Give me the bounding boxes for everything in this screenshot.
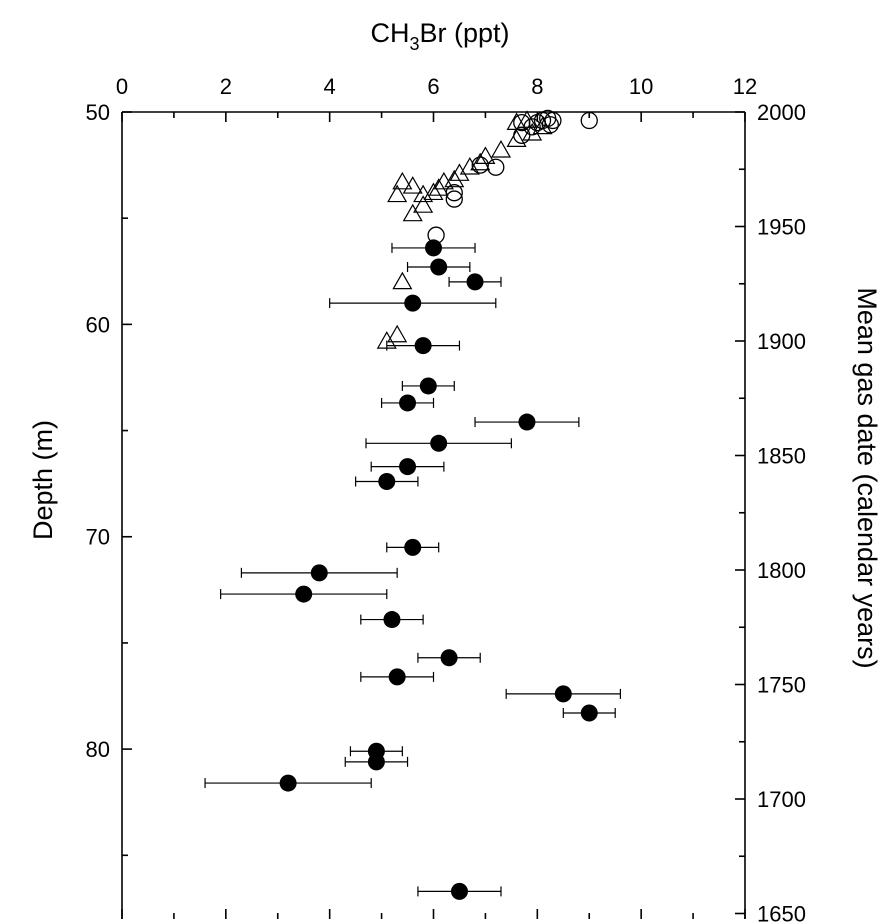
y-right-tick-label: 1950 [757, 215, 806, 240]
filled-circle-point [383, 611, 401, 629]
filled-circle-point [295, 585, 313, 603]
x-tick-label: 8 [531, 74, 543, 99]
x-tick-label: 4 [324, 74, 336, 99]
y-right-tick-label: 1650 [757, 902, 806, 923]
x-tick-label: 12 [733, 74, 757, 99]
open-triangle-point [402, 176, 423, 194]
open-triangle-point [392, 171, 413, 190]
open-circle-point [513, 113, 531, 132]
filled-circle-point [466, 273, 484, 291]
filled-circle-point [430, 258, 448, 276]
open-triangle-point [470, 152, 491, 171]
y-right-tick-label: 1800 [757, 558, 806, 583]
filled-circle-point [430, 434, 448, 452]
filled-circle-point [404, 294, 422, 312]
y-axis-left-title: Depth (m) [28, 420, 58, 540]
open-triangle-point [459, 157, 480, 175]
filled-circle-point [378, 473, 396, 491]
filled-circle-point [554, 685, 572, 703]
x-axis-title-suffix: Br (ppt) [419, 18, 509, 48]
x-tick-label: 6 [427, 74, 439, 99]
open-circle-point [487, 158, 505, 176]
open-triangle-point [428, 178, 449, 196]
open-triangle-point [423, 182, 444, 201]
x-axis-title-subscript: 3 [409, 34, 419, 54]
x-tick-label: 0 [116, 74, 128, 99]
filled-circle-point [367, 753, 385, 771]
open-circle-point [471, 156, 489, 174]
y-axis-right-title: Mean gas date (calendar years) [852, 287, 882, 668]
open-triangle-point [413, 184, 434, 203]
open-triangle-point [376, 331, 397, 349]
open-circle-point [445, 190, 463, 208]
open-triangle-point [444, 169, 465, 188]
filled-circle-point [580, 704, 598, 722]
filled-circle-point [518, 413, 536, 431]
y-right-tick-label: 2000 [757, 100, 806, 125]
axes: 0 2 4 6 8 10 12 50 60 70 80 2000 1950 1900 1850 1800 175… [86, 74, 806, 923]
open-triangle-point [387, 184, 408, 203]
filled-circle-point [310, 564, 328, 582]
filled-circle-point [399, 394, 417, 412]
open-triangle-point [522, 123, 543, 141]
filled-circle-point [388, 668, 406, 686]
filled-circle-point [419, 377, 437, 395]
open-circle-point [541, 116, 559, 134]
y-right-tick-label: 1750 [757, 673, 806, 698]
filled-circle-point [279, 774, 297, 792]
x-tick-label: 2 [220, 74, 232, 99]
y-right-tick-label: 1900 [757, 329, 806, 354]
open-triangle-point [413, 195, 434, 213]
open-circle-point [427, 226, 445, 244]
open-triangle-point [392, 271, 413, 290]
open-circle-point [580, 111, 598, 130]
open-triangle-point [532, 116, 553, 135]
open-triangle-point [516, 110, 537, 128]
filled-circle-point [399, 458, 417, 476]
filled-circle-point [425, 239, 442, 257]
y-right-tick-label: 1700 [757, 787, 806, 812]
y-left-tick-label: 70 [86, 525, 110, 550]
x-axis-title: CH3Br (ppt) [370, 18, 509, 54]
y-left-tick-label: 50 [86, 100, 110, 125]
y-right-tick-label: 1850 [757, 444, 806, 469]
filled-circle-point [450, 882, 468, 900]
open-triangle-point [490, 140, 512, 158]
y-left-tick-label: 60 [86, 312, 110, 337]
filled-circle-point [414, 337, 432, 355]
open-triangle-point [402, 203, 423, 222]
x-axis-title-prefix: CH [370, 18, 409, 48]
filled-circle-point [440, 649, 458, 667]
svg-text:CH3Br (ppt): CH3Br (ppt) [370, 18, 509, 54]
filled-circle-point [404, 538, 422, 556]
y-left-tick-label: 80 [86, 737, 110, 762]
open-triangle-point [387, 324, 408, 343]
x-tick-label: 10 [629, 74, 653, 99]
data-marks [204, 109, 622, 900]
open-triangle-point [506, 129, 527, 147]
